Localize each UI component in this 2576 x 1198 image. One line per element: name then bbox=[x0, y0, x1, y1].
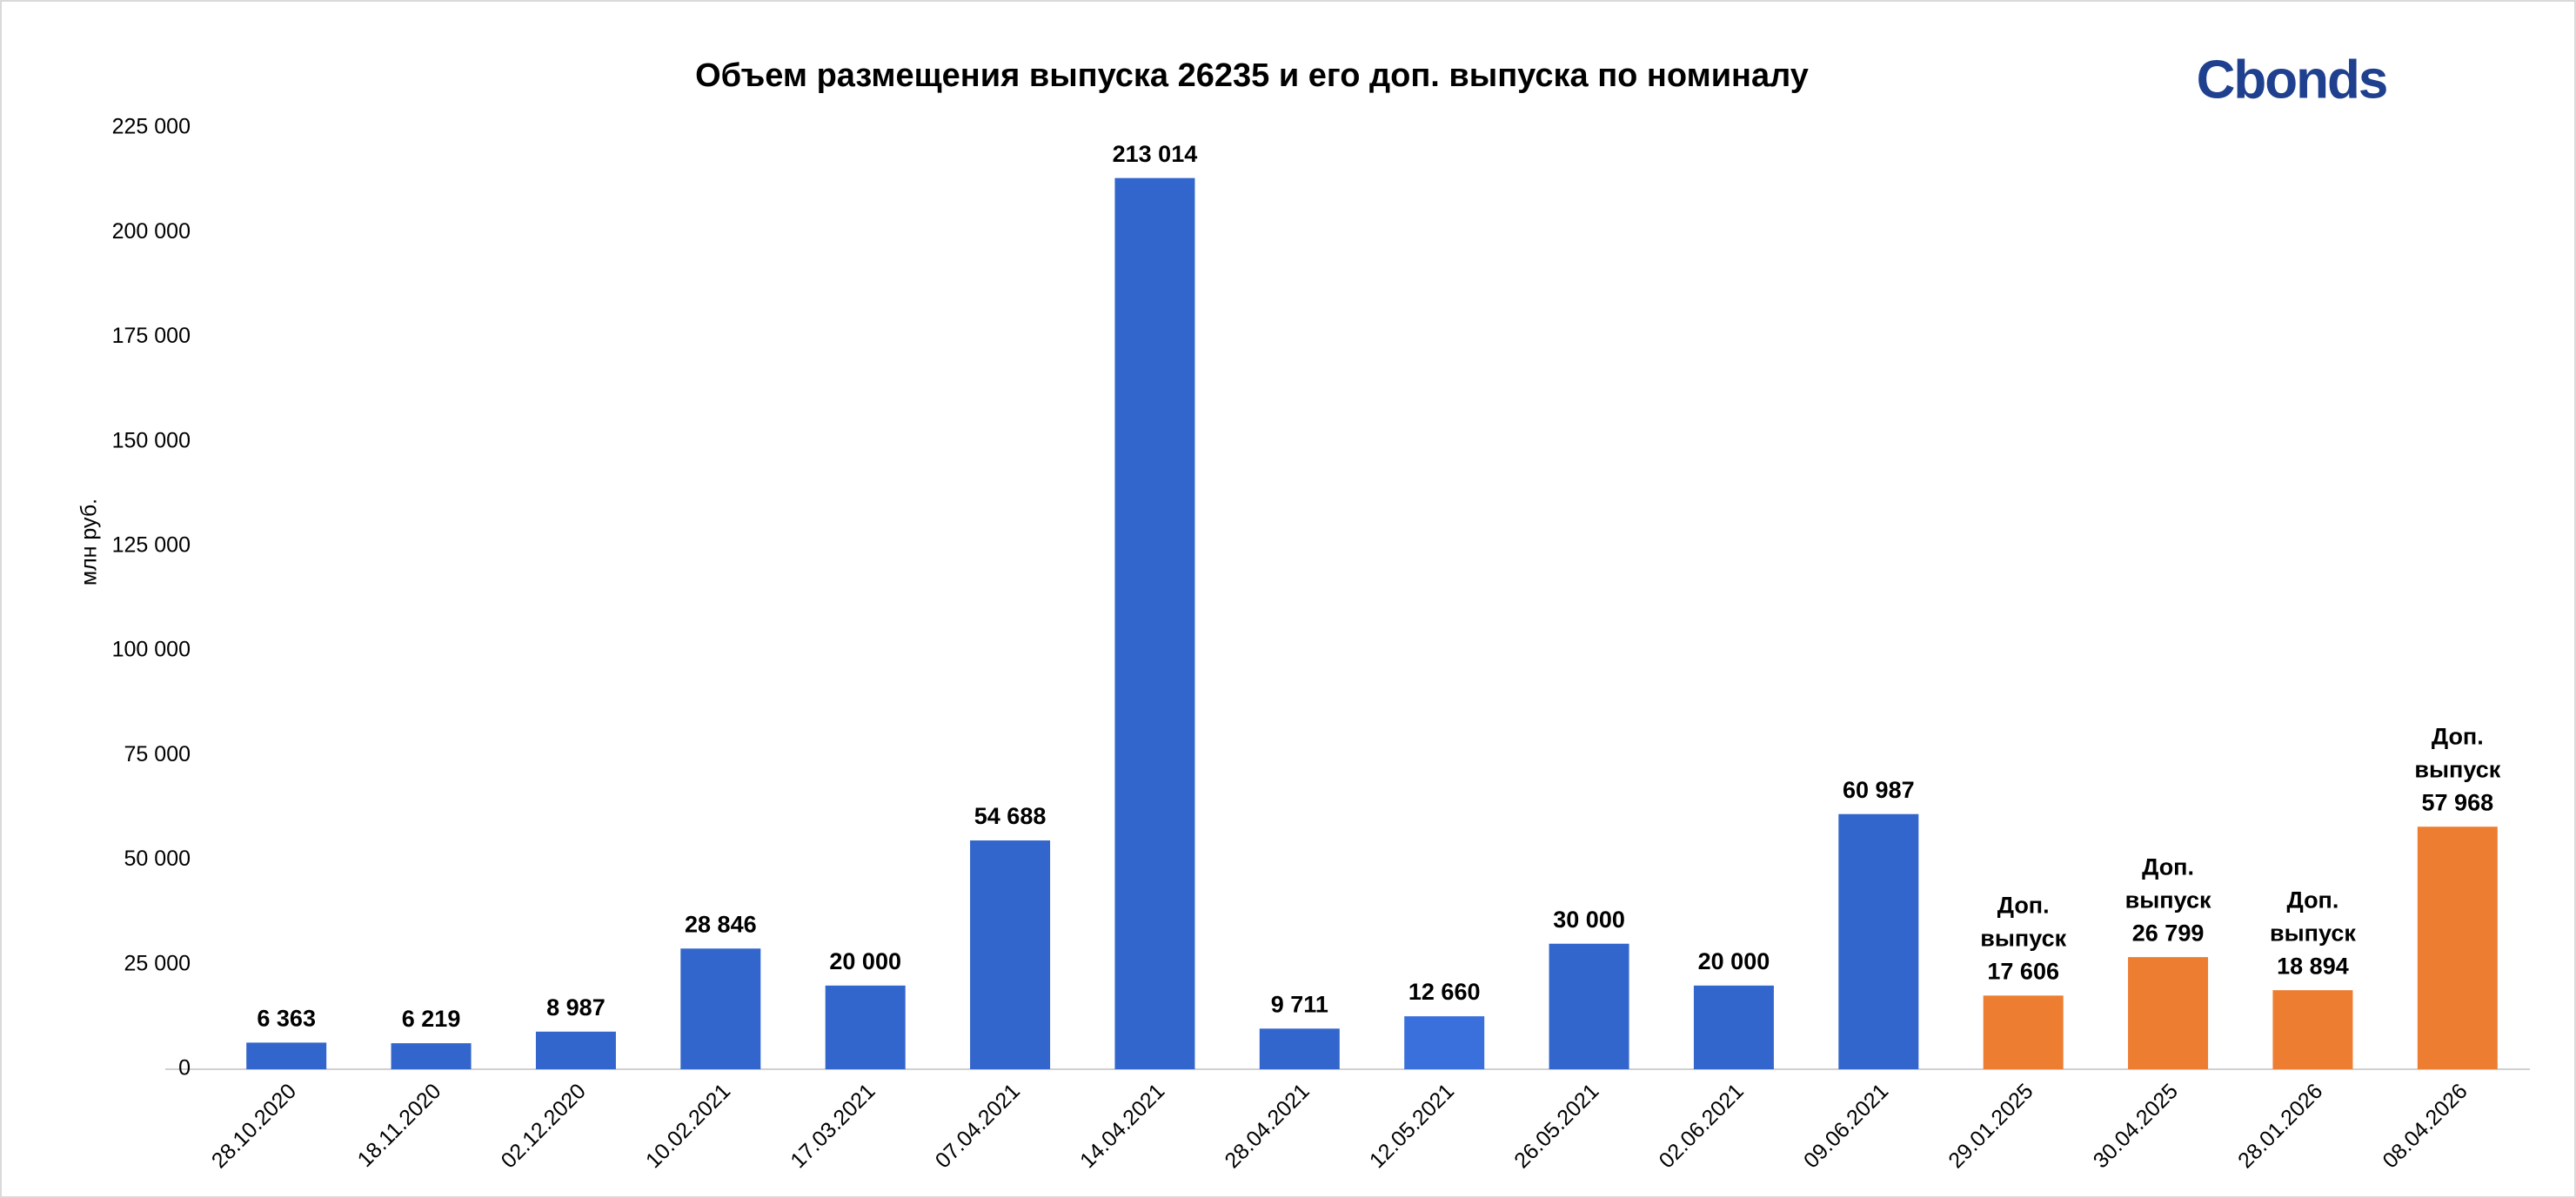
y-tick-label: 125 000 bbox=[112, 532, 191, 557]
bar bbox=[970, 840, 1051, 1069]
data-annotation: выпуск bbox=[1980, 925, 2066, 951]
y-tick-label: 100 000 bbox=[112, 638, 191, 662]
y-tick-label: 50 000 bbox=[124, 847, 191, 871]
data-label: 60 987 bbox=[1843, 777, 1915, 803]
data-label: 8 987 bbox=[546, 994, 606, 1021]
data-label: 28 846 bbox=[685, 911, 757, 937]
data-label: 57 968 bbox=[2422, 789, 2494, 815]
data-annotation: выпуск bbox=[2414, 756, 2500, 782]
bar bbox=[2272, 990, 2353, 1069]
bar bbox=[1838, 813, 1919, 1069]
bar bbox=[535, 1031, 616, 1069]
bar bbox=[2128, 957, 2209, 1069]
y-tick-label: 25 000 bbox=[124, 951, 191, 975]
data-label: 6 363 bbox=[257, 1006, 316, 1032]
bar bbox=[1549, 943, 1629, 1069]
data-annotation: выпуск bbox=[2125, 887, 2211, 913]
y-tick-label: 150 000 bbox=[112, 428, 191, 452]
data-annotation: выпуск bbox=[2270, 920, 2356, 946]
data-label: 17 606 bbox=[1987, 958, 2059, 984]
data-annotation: Доп. bbox=[2432, 723, 2484, 749]
data-label: 9 711 bbox=[1271, 991, 1328, 1017]
bar bbox=[825, 985, 906, 1069]
y-axis-title: млн руб. bbox=[77, 499, 102, 586]
data-label: 54 688 bbox=[974, 803, 1047, 829]
bar bbox=[2417, 827, 2498, 1069]
data-label: 12 660 bbox=[1408, 979, 1481, 1005]
data-annotation: Доп. bbox=[2142, 853, 2194, 880]
bar bbox=[680, 948, 761, 1069]
bar bbox=[246, 1042, 327, 1069]
bar bbox=[391, 1043, 472, 1069]
data-label: 26 799 bbox=[2132, 920, 2205, 946]
bar bbox=[1259, 1028, 1340, 1069]
data-label: 20 000 bbox=[1698, 948, 1770, 974]
y-tick-label: 175 000 bbox=[112, 324, 191, 348]
data-label: 6 219 bbox=[402, 1006, 461, 1032]
data-annotation: Доп. bbox=[1997, 892, 2050, 918]
data-annotation: Доп. bbox=[2287, 887, 2339, 913]
bar bbox=[1693, 985, 1774, 1069]
y-tick-label: 200 000 bbox=[112, 219, 191, 244]
y-tick-label: 0 bbox=[178, 1056, 191, 1081]
bar bbox=[1983, 995, 2064, 1069]
y-tick-label: 75 000 bbox=[124, 742, 191, 766]
bar bbox=[1114, 177, 1195, 1069]
chart-title: Объем размещения выпуска 26235 и его доп… bbox=[695, 57, 1809, 94]
data-label: 20 000 bbox=[829, 948, 901, 974]
data-label: 30 000 bbox=[1553, 907, 1625, 933]
data-label: 213 014 bbox=[1113, 141, 1198, 167]
data-label: 18 894 bbox=[2277, 953, 2349, 979]
bar bbox=[1404, 1016, 1485, 1069]
logo: Cbonds bbox=[2197, 50, 2387, 110]
y-tick-label: 225 000 bbox=[112, 115, 191, 139]
